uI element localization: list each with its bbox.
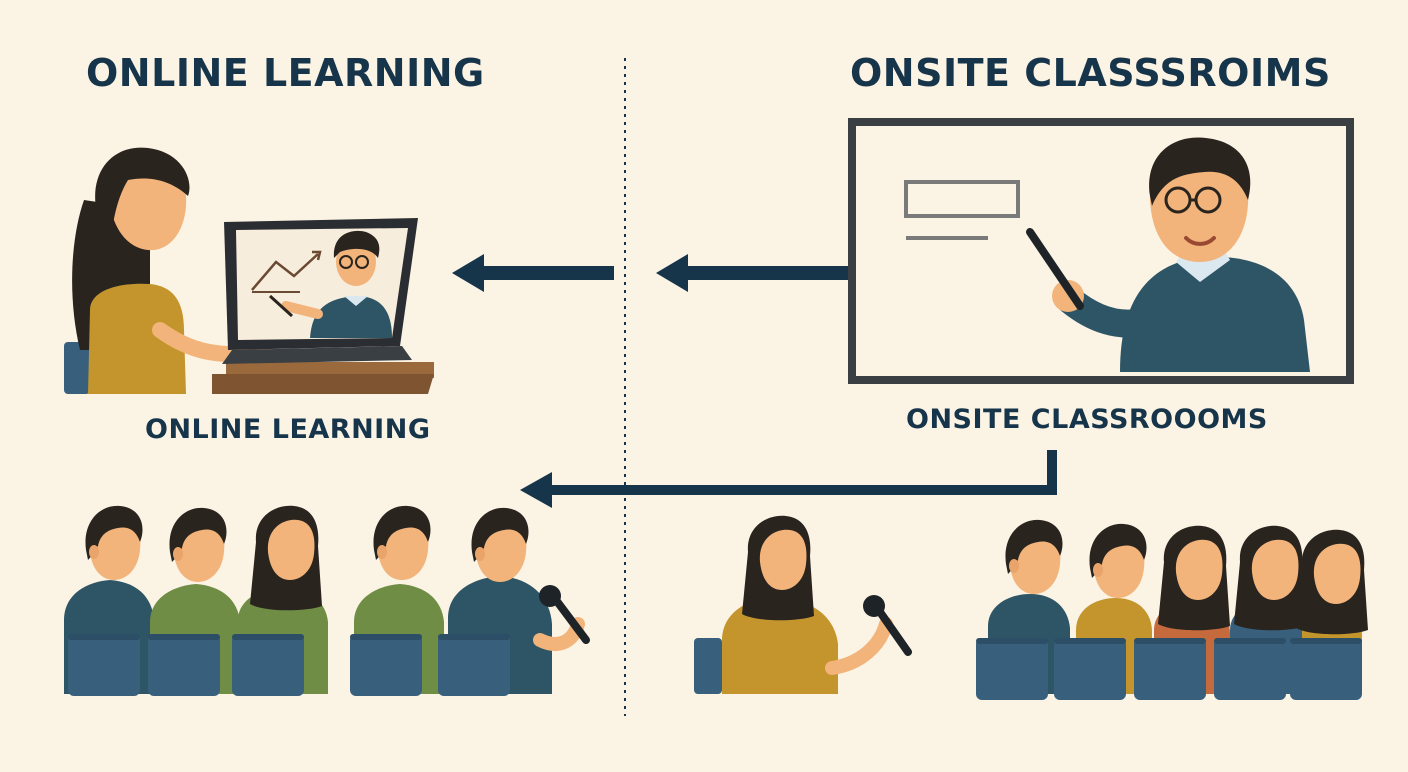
onsite-group-scene xyxy=(694,515,1368,700)
arrow-left-icon xyxy=(452,254,614,292)
online-learning-title: ONLINE LEARNING xyxy=(86,51,485,95)
onsite-classrooms-title: ONSITE CLASSSROIMS xyxy=(850,51,1331,95)
online-learning-caption: ONLINE LEARNING xyxy=(145,414,431,445)
onsite-classrooms-caption: ONSITE CLASSROOOMS xyxy=(906,404,1268,435)
arrow-left-icon xyxy=(520,450,1057,508)
pointer-stick-icon xyxy=(1026,228,1084,310)
microphone-icon xyxy=(539,585,590,644)
arrow-left-icon xyxy=(656,254,850,292)
chart-line-icon xyxy=(251,250,322,293)
microphone-icon xyxy=(863,595,912,656)
onsite-teacher-scene xyxy=(848,118,1354,384)
online-student-scene xyxy=(64,147,434,394)
online-group-scene xyxy=(64,505,590,696)
laptop-icon xyxy=(222,218,418,364)
